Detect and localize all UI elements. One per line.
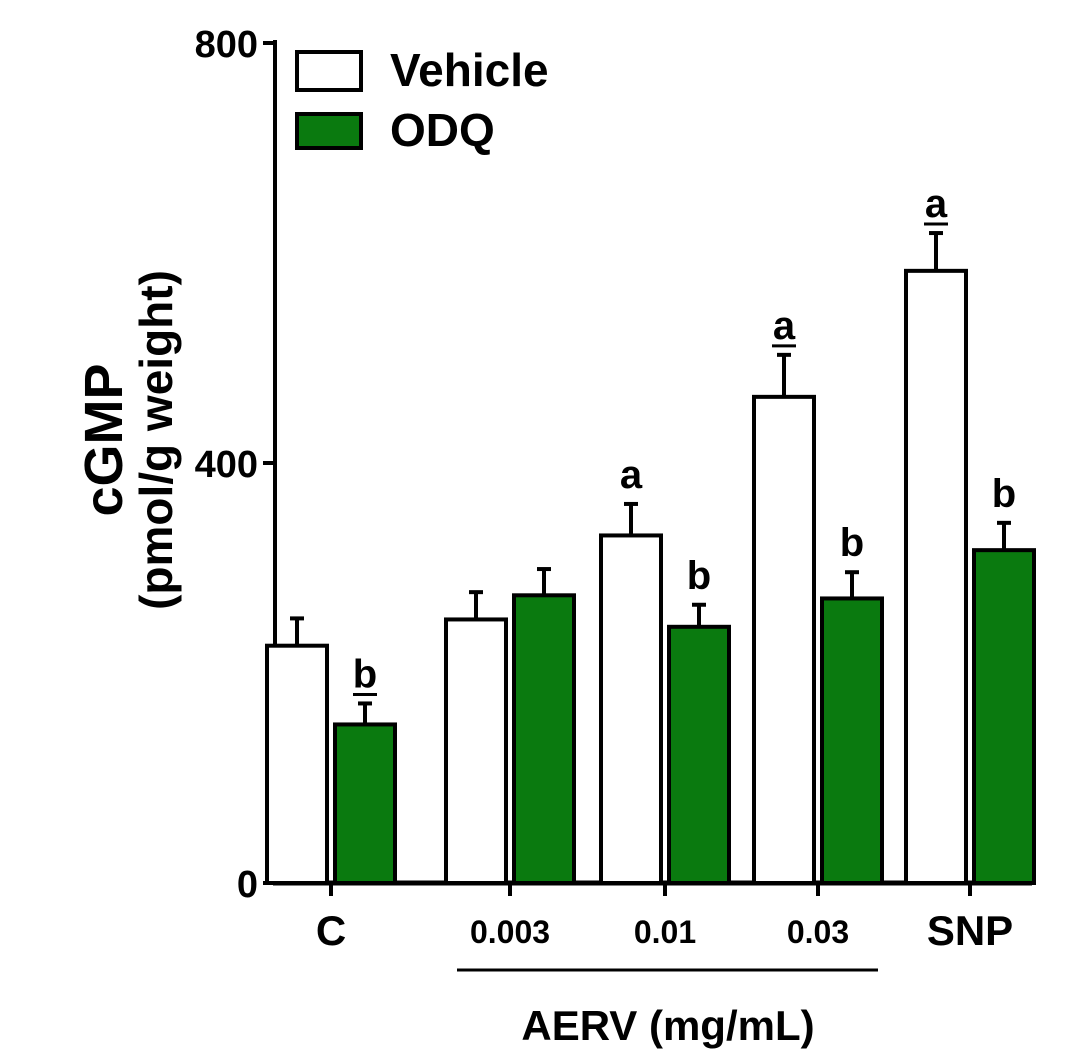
y-axis-title-line2: (pmol/g weight) — [130, 270, 182, 610]
y-axis-title-line1: cGMP — [74, 363, 134, 516]
legend-label-vehicle: Vehicle — [390, 44, 549, 96]
bar-vehicle — [599, 533, 663, 885]
legend-swatch-odq — [295, 112, 363, 150]
significance-label: b — [687, 554, 711, 598]
significance-label: a — [773, 304, 796, 348]
significance-label: b — [992, 472, 1016, 516]
x-tick-label: SNP — [927, 907, 1013, 954]
bar-odq — [972, 548, 1036, 886]
x-tick-label: C — [316, 907, 346, 954]
y-tick-label: 0 — [237, 864, 258, 906]
y-ticks: 0 400 800 — [195, 24, 275, 906]
significance-label: b — [353, 652, 377, 696]
bar-odq — [333, 722, 397, 886]
significance-label: a — [925, 182, 948, 226]
significance-label: a — [620, 453, 643, 497]
legend-label-odq: ODQ — [390, 104, 495, 156]
bar-odq — [512, 593, 576, 885]
y-tick-label: 800 — [195, 24, 258, 66]
bar-odq — [820, 596, 884, 885]
x-tick-label: 0.01 — [634, 914, 696, 950]
significance-label: b — [840, 521, 864, 565]
x-tick-label: 0.003 — [470, 914, 550, 950]
legend: Vehicle ODQ — [295, 44, 549, 156]
bars: a a a b b b b — [265, 182, 1036, 886]
legend-swatch-vehicle — [295, 50, 363, 92]
bar-vehicle — [904, 268, 968, 886]
x-axis-title: AERV (mg/mL) — [521, 1002, 814, 1049]
x-ticks: C 0.003 0.01 0.03 SNP — [316, 883, 1013, 954]
bar-vehicle — [752, 394, 816, 885]
bar-vehicle — [265, 643, 329, 886]
x-tick-label: 0.03 — [787, 914, 849, 950]
y-tick-label: 400 — [195, 444, 258, 486]
bar-vehicle — [444, 617, 508, 885]
y-axis-title: cGMP (pmol/g weight) — [74, 270, 182, 610]
bar-odq — [667, 624, 731, 885]
